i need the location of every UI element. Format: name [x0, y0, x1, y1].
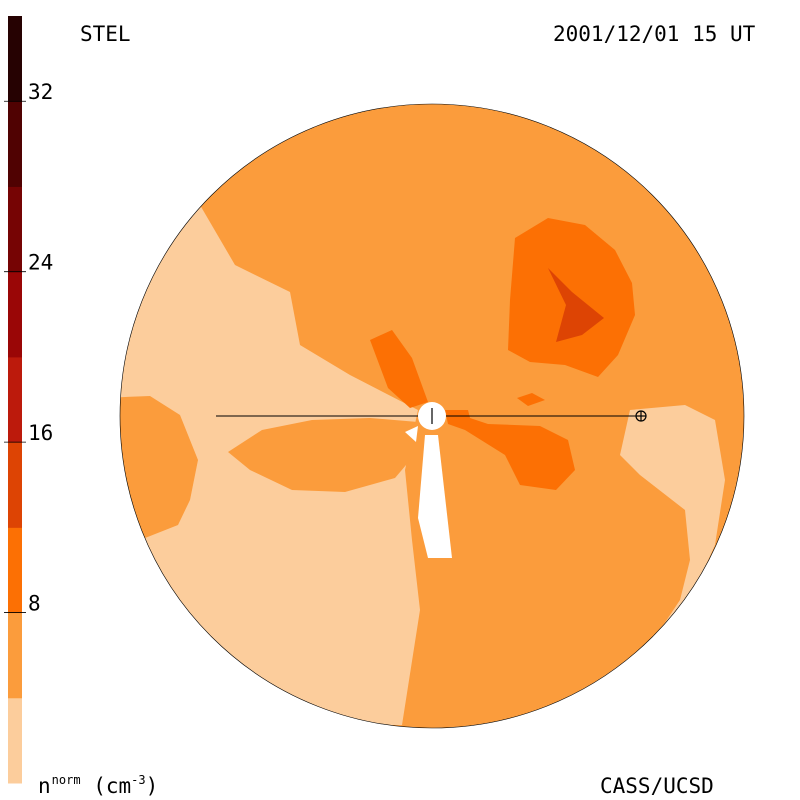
colorbar-level-8	[8, 16, 22, 102]
colorbar-level-6	[8, 186, 22, 273]
colorbar-level-7	[8, 101, 22, 187]
colorbar: 8 16 24 32	[4, 16, 53, 784]
colorbar-title-superscript: norm	[51, 773, 81, 787]
right-low-density-region	[620, 405, 725, 630]
colorbar-tick-label: 32	[28, 80, 53, 104]
disk-outline	[119, 103, 745, 729]
colorbar-level-3	[8, 442, 22, 528]
colorbar-unit-close: )	[145, 774, 159, 798]
earth-icon	[635, 410, 647, 422]
data-gap-sliver	[405, 426, 418, 442]
colorbar-level-5	[8, 271, 22, 358]
colorbar-level-1	[8, 612, 22, 699]
data-gap-wedge	[418, 435, 452, 558]
central-enhanced-lobe-upper	[370, 330, 428, 408]
colorbar-level-0	[8, 697, 22, 784]
central-enhanced-lobe-right	[445, 410, 575, 490]
colorbar-tick-label: 24	[28, 251, 53, 275]
small-enhanced-spot	[517, 393, 545, 406]
colorbar-level-4	[8, 356, 22, 443]
datetime-label: 2001/12/01 15 UT	[553, 22, 756, 46]
colorbar-level-2	[8, 527, 22, 614]
colorbar-title-symbol: n	[38, 774, 51, 798]
north-enhanced-core	[548, 268, 604, 342]
west-moderate-tongue	[228, 418, 418, 492]
colorbar-unit-superscript: -3	[131, 773, 146, 787]
colorbar-title: nnorm (cm-3)	[38, 774, 158, 797]
colorbar-ticks: 8 16 24 32	[4, 80, 53, 616]
instrument-label: STEL	[80, 22, 131, 46]
colorbar-tick-label: 8	[28, 592, 41, 616]
colorbar-tick-label: 16	[28, 421, 53, 445]
credit-label: CASS/UCSD	[600, 774, 714, 798]
colorbar-unit: (cm	[93, 774, 132, 798]
colorbar-levels	[8, 16, 22, 784]
